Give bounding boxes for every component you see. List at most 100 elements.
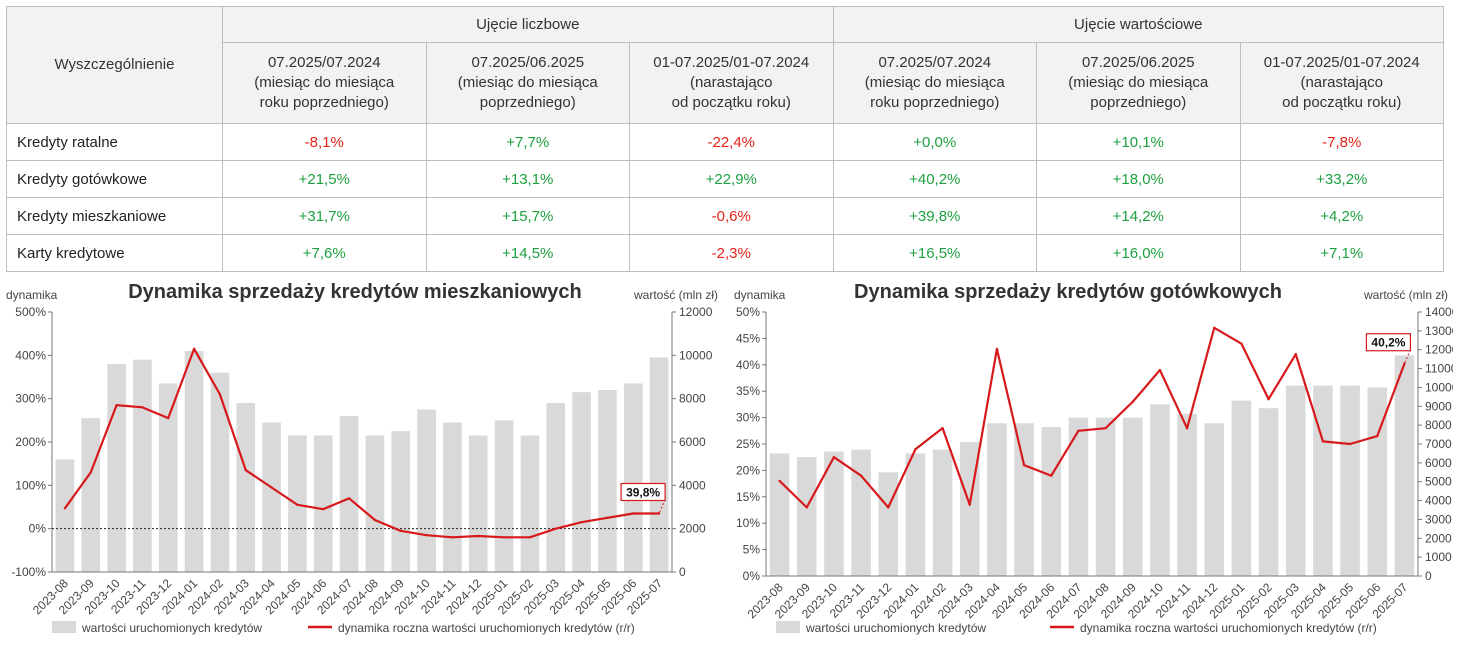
bar (1258, 408, 1279, 576)
column-header: 01-07.2025/01-07.2024 (narastająco od pocz… (629, 42, 834, 124)
left-tick-label: 100% (15, 478, 46, 492)
line-point (1077, 429, 1080, 432)
bar (572, 392, 591, 572)
table-row: Kredyty ratalne -8,1% +7,7% -22,4% +0,0% +10,… (6, 123, 1444, 161)
bar (1367, 387, 1388, 576)
bar (55, 459, 75, 572)
line-point (1022, 463, 1026, 467)
row-label: Kredyty gotówkowe (6, 160, 223, 198)
bar (1340, 385, 1360, 576)
line-point (1185, 426, 1189, 430)
right-tick-label: 13000 (1425, 324, 1453, 338)
line-point (296, 503, 299, 507)
table-cell: +18,0% (1036, 160, 1241, 198)
annotation-leader (658, 499, 666, 514)
chart-mortgage-loans: Dynamika sprzedaży kredytów mieszkaniowy… (6, 281, 718, 635)
line-point (399, 529, 402, 533)
table-cell: +39,8% (832, 197, 1037, 235)
left-tick-label: 40% (736, 358, 760, 372)
column-header: 07.2025/07.2024 (miesiąc do miesiąca roku … (222, 42, 427, 124)
table-cell: -8,1% (222, 123, 427, 161)
bar (184, 351, 204, 572)
left-tick-label: 15% (736, 490, 760, 504)
right-tick-label: 6000 (1425, 456, 1452, 470)
column-header-line: 01-07.2025/01-07.2024 (1263, 54, 1420, 71)
line-point (347, 497, 351, 500)
row-label: Kredyty mieszkaniowe (6, 197, 223, 235)
annotation-box (620, 482, 666, 502)
left-axis-label: dynamika (734, 288, 786, 302)
column-header-line: 01-07.2025/01-07.2024 (653, 54, 810, 71)
line-point (914, 448, 917, 451)
right-tick-label: 10000 (679, 348, 713, 362)
right-tick-label: 8000 (1425, 418, 1452, 432)
line-point (1050, 474, 1053, 477)
line-point (89, 471, 92, 474)
table-cell: +22,9% (629, 160, 834, 198)
trend-line (64, 347, 660, 539)
column-header-line: roku poprzedniego) (259, 94, 389, 111)
legend-bar-label: wartości uruchomionych kredytów (805, 621, 986, 635)
bar (546, 403, 566, 572)
right-tick-label: 9000 (1425, 399, 1452, 413)
trend-line (778, 326, 1406, 509)
line-point (1294, 353, 1297, 356)
left-tick-label: 30% (736, 411, 760, 425)
bar (1313, 385, 1333, 576)
line-point (1403, 362, 1406, 365)
line-point (580, 520, 583, 524)
row-label: Kredyty ratalne (6, 123, 223, 161)
line-point (606, 516, 609, 520)
right-tick-label: 0 (679, 565, 686, 579)
column-header-line: 07.2025/06.2025 (1081, 54, 1195, 71)
column-header: 01-07.2025/01-07.2024 (narastająco od pocz… (1239, 42, 1444, 124)
bar (1204, 423, 1225, 576)
column-header-line: od początku roku) (1282, 94, 1402, 111)
table-cell: +21,5% (222, 160, 427, 198)
line-point (451, 536, 454, 539)
legend-line-label: dynamika roczna wartości uruchomionych k… (1080, 621, 1377, 635)
table-cell: -7,8% (1239, 123, 1444, 161)
line-point (528, 536, 532, 539)
bar (824, 451, 844, 576)
bar (905, 453, 926, 576)
line-point (632, 512, 635, 515)
bar (391, 431, 411, 572)
line-point (995, 347, 999, 351)
line-point (63, 507, 67, 510)
column-header-line: 07.2025/06.2025 (471, 54, 585, 71)
row-label: Karty kredytowe (6, 234, 223, 272)
line-point (1104, 426, 1107, 430)
right-tick-label: 0 (1425, 569, 1432, 583)
bar (494, 420, 514, 572)
column-header-line: od początku roku) (671, 94, 791, 111)
column-header-line: poprzedniego) (479, 94, 576, 111)
left-tick-label: 400% (15, 348, 46, 362)
left-tick-label: 5% (743, 543, 761, 557)
line-point (1348, 442, 1352, 446)
line-point (1376, 434, 1379, 438)
bar (1095, 417, 1116, 576)
right-tick-label: 4000 (679, 478, 706, 492)
table-cell: +7,7% (425, 123, 630, 161)
bar (417, 409, 436, 572)
column-header-line: 07.2025/07.2024 (878, 54, 992, 71)
right-tick-label: 5000 (1425, 475, 1452, 489)
row-header: Wyszczególnienie (6, 6, 223, 124)
chart-title: Dynamika sprzedaży kredytów gotówkowych (854, 281, 1282, 303)
left-tick-label: 300% (15, 392, 46, 406)
line-point (115, 403, 118, 407)
left-tick-label: 10% (736, 516, 760, 530)
column-header: 07.2025/07.2024 (miesiąc do miesiąca roku … (832, 42, 1037, 124)
right-axis-label: wartość (mln zł) (1363, 288, 1448, 302)
line-point (1267, 397, 1270, 401)
bar (313, 435, 333, 572)
left-tick-label: 200% (15, 435, 46, 449)
line-point (502, 536, 506, 539)
column-header-line: (narastająco (1300, 74, 1384, 91)
legend-line-label: dynamika roczna wartości uruchomionych k… (338, 621, 635, 635)
table-cell: +4,2% (1239, 197, 1444, 235)
line-point (968, 503, 971, 506)
column-header: 07.2025/06.2025 (miesiąc do miesiąca poprz… (425, 42, 630, 124)
line-point (1131, 400, 1134, 403)
